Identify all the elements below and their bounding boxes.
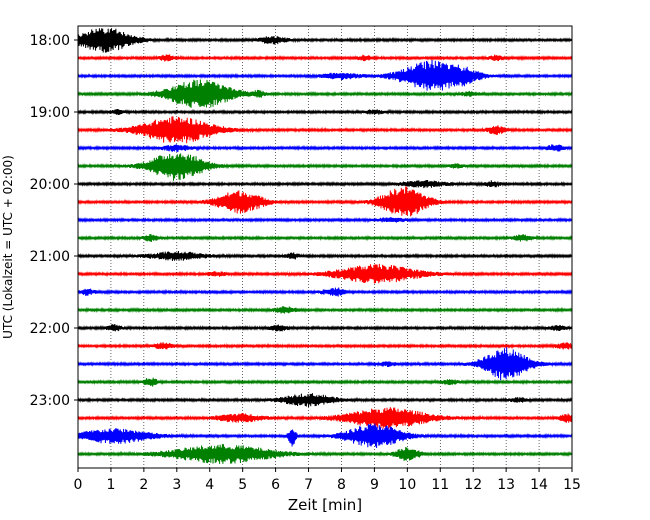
x-axis: 0 1 2 3 4 5 6 7 8 9 10 11 12 13 14 15 xyxy=(74,468,581,493)
seismogram-trace xyxy=(77,306,573,314)
x-tick-label: 13 xyxy=(497,477,515,493)
plot-frame xyxy=(77,25,573,469)
seismogram-trace xyxy=(77,323,573,332)
seismogram-trace xyxy=(77,444,573,464)
x-tick-label: 15 xyxy=(563,477,581,493)
x-tick-label: 14 xyxy=(530,477,548,493)
seismogram-trace xyxy=(77,54,573,62)
seismogram-trace xyxy=(77,108,573,116)
x-tick-label: 7 xyxy=(304,477,313,493)
x-tick-label: 6 xyxy=(271,477,280,493)
seismogram-trace xyxy=(77,263,573,284)
seismogram-trace xyxy=(77,423,573,449)
seismogram-trace xyxy=(77,347,573,381)
seismogram-trace xyxy=(77,233,573,242)
x-tick-label: 12 xyxy=(464,477,482,493)
x-tick-label: 10 xyxy=(398,477,416,493)
x-tick-label: 0 xyxy=(74,477,83,493)
x-axis-label: Zeit [min] xyxy=(288,496,362,514)
x-tick-label: 1 xyxy=(106,477,115,493)
y-axis-label: UTC (Lokalzeit = UTC + 02:00) xyxy=(1,155,15,339)
y-tick-label: 22:00 xyxy=(30,321,70,337)
seismogram-trace xyxy=(77,393,573,408)
seismogram-trace xyxy=(77,179,573,189)
seismogram-trace xyxy=(77,287,573,297)
seismogram-trace xyxy=(77,28,573,53)
y-tick-label: 19:00 xyxy=(30,105,70,121)
y-tick-label: 21:00 xyxy=(30,249,70,265)
x-tick-label: 5 xyxy=(238,477,247,493)
x-tick-label: 8 xyxy=(337,477,346,493)
trace-group xyxy=(77,28,573,464)
seismogram-trace xyxy=(77,342,573,350)
seismogram-trace xyxy=(77,250,573,262)
seismogram-trace xyxy=(77,144,573,152)
seismogram-trace xyxy=(77,79,573,108)
x-tick-label: 4 xyxy=(205,477,214,493)
seismogram-trace xyxy=(77,186,573,217)
seismogram-trace xyxy=(77,377,573,387)
x-tick-label: 9 xyxy=(370,477,379,493)
seismogram-trace xyxy=(77,216,573,224)
seismogram-trace xyxy=(77,407,573,429)
y-axis: 18:00 19:00 20:00 21:00 22:00 23:00 xyxy=(30,33,78,409)
x-tick-label: 11 xyxy=(431,477,449,493)
x-tick-label: 2 xyxy=(139,477,148,493)
y-tick-label: 18:00 xyxy=(30,33,70,49)
seismogram-trace xyxy=(77,116,573,144)
y-tick-label: 23:00 xyxy=(30,393,70,409)
seismogram-trace xyxy=(77,60,573,91)
x-tick-label: 3 xyxy=(172,477,181,493)
y-tick-label: 20:00 xyxy=(30,177,70,193)
seismogram-trace xyxy=(77,153,573,181)
